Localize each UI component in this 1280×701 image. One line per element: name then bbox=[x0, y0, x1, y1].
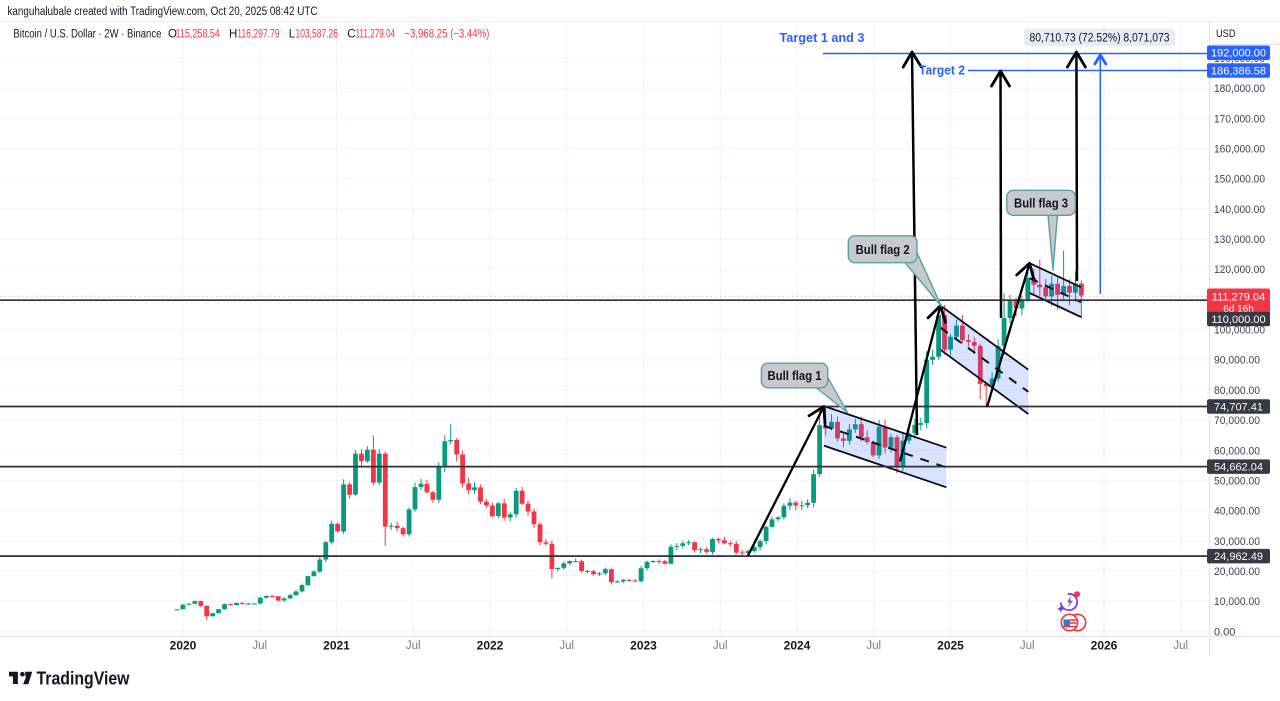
svg-text:TradingView: TradingView bbox=[37, 669, 131, 689]
svg-text:Bitcoin / U.S. Dollar · 2W · B: Bitcoin / U.S. Dollar · 2W · Binance O115… bbox=[13, 29, 489, 41]
svg-text:2025: 2025 bbox=[937, 639, 964, 653]
svg-text:2024: 2024 bbox=[784, 639, 811, 653]
svg-text:20,000.00: 20,000.00 bbox=[1214, 566, 1260, 578]
svg-text:70,000.00: 70,000.00 bbox=[1214, 415, 1260, 427]
svg-text:2021: 2021 bbox=[323, 639, 350, 653]
svg-text:110,000.00: 110,000.00 bbox=[1211, 314, 1265, 326]
svg-text:40,000.00: 40,000.00 bbox=[1214, 506, 1260, 518]
svg-text:140,000.00: 140,000.00 bbox=[1214, 204, 1265, 216]
svg-text:Bull flag 3: Bull flag 3 bbox=[1014, 195, 1068, 210]
svg-text:2020: 2020 bbox=[170, 639, 197, 653]
svg-text:100,000.00: 100,000.00 bbox=[1214, 325, 1265, 337]
svg-text:54,662.04: 54,662.04 bbox=[1214, 462, 1263, 474]
svg-text:Bull flag 2: Bull flag 2 bbox=[856, 242, 910, 257]
svg-text:Jul: Jul bbox=[252, 640, 267, 652]
svg-text:2022: 2022 bbox=[477, 639, 504, 653]
svg-text:2026: 2026 bbox=[1091, 639, 1118, 653]
svg-text:111,279.04: 111,279.04 bbox=[1212, 292, 1265, 304]
svg-text:50,000.00: 50,000.00 bbox=[1214, 475, 1260, 487]
svg-text:90,000.00: 90,000.00 bbox=[1214, 355, 1260, 367]
svg-text:Bull flag 1: Bull flag 1 bbox=[768, 368, 822, 383]
svg-text:Jul: Jul bbox=[1173, 640, 1188, 652]
svg-text:Jul: Jul bbox=[559, 640, 574, 652]
svg-text:80,000.00: 80,000.00 bbox=[1214, 385, 1260, 397]
svg-text:2023: 2023 bbox=[630, 639, 657, 653]
svg-text:150,000.00: 150,000.00 bbox=[1214, 174, 1265, 186]
svg-text:160,000.00: 160,000.00 bbox=[1214, 144, 1265, 156]
svg-text:Jul: Jul bbox=[1020, 640, 1035, 652]
svg-text:USD: USD bbox=[1216, 28, 1236, 40]
svg-text:130,000.00: 130,000.00 bbox=[1214, 234, 1265, 246]
svg-text:60,000.00: 60,000.00 bbox=[1214, 445, 1260, 457]
svg-text:80,710.73 (72.52%) 8,071,073: 80,710.73 (72.52%) 8,071,073 bbox=[1030, 31, 1170, 45]
svg-text:Jul: Jul bbox=[866, 640, 881, 652]
svg-text:74,707.41: 74,707.41 bbox=[1214, 402, 1263, 414]
svg-text:6d 16h: 6d 16h bbox=[1223, 304, 1254, 315]
svg-text:192,000.00: 192,000.00 bbox=[1211, 48, 1266, 60]
svg-text:Target 2: Target 2 bbox=[919, 63, 965, 78]
svg-text:0.00: 0.00 bbox=[1214, 626, 1235, 638]
svg-text:10,000.00: 10,000.00 bbox=[1214, 596, 1260, 608]
svg-text:180,000.00: 180,000.00 bbox=[1214, 83, 1265, 95]
svg-text:Jul: Jul bbox=[713, 640, 728, 652]
svg-text:kanguhalubale created with Tra: kanguhalubale created with TradingView.c… bbox=[8, 6, 318, 18]
svg-text:120,000.00: 120,000.00 bbox=[1214, 264, 1265, 276]
svg-text:170,000.00: 170,000.00 bbox=[1214, 113, 1265, 125]
svg-text:Jul: Jul bbox=[406, 640, 421, 652]
svg-text:30,000.00: 30,000.00 bbox=[1214, 536, 1260, 548]
svg-text:186,386.58: 186,386.58 bbox=[1211, 65, 1266, 77]
svg-text:Target 1 and 3: Target 1 and 3 bbox=[780, 30, 865, 45]
svg-text:24,962.49: 24,962.49 bbox=[1214, 551, 1263, 563]
